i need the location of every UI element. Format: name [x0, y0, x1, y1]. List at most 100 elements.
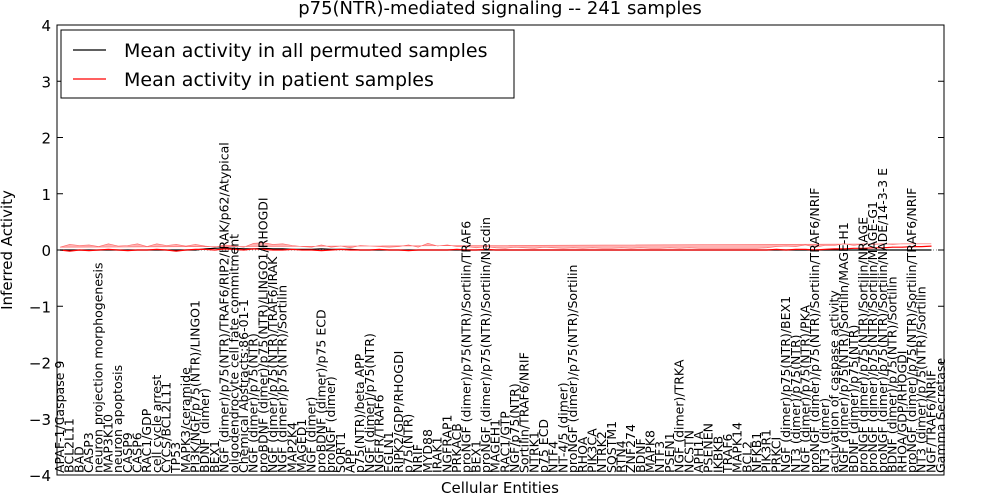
- category-label: IKBKB: [710, 436, 725, 473]
- patient-point: [824, 249, 826, 250]
- category-label: NTF3: [652, 441, 667, 473]
- patient-point: [708, 249, 710, 251]
- y-tick-label: −3: [29, 411, 51, 429]
- category-label: NTF4: [546, 441, 561, 473]
- permuted-point: [863, 249, 864, 251]
- permuted-point: [843, 249, 845, 251]
- category-label: p75(NTR)/beta APP: [352, 353, 367, 473]
- patient-point: [204, 249, 206, 250]
- permuted-point: [69, 249, 71, 251]
- patient-point: [688, 249, 690, 251]
- category-label: NGF/TRAF6/NRIF: [923, 370, 938, 473]
- legend: Mean activity in all permuted samples Me…: [60, 29, 515, 99]
- patient-point: [146, 249, 148, 251]
- category-label: RAC1/GTP: [497, 411, 512, 473]
- category-label: MAPK3/ceramide: [178, 367, 193, 473]
- category-label: NGF (dimer)/p75(NTR): [246, 333, 261, 473]
- patient-point: [127, 250, 129, 251]
- category-label: PIK3CA: [584, 428, 599, 473]
- patient-point: [437, 249, 438, 251]
- patient-point: [175, 250, 177, 252]
- patient-point: [320, 250, 322, 251]
- patient-point: [737, 249, 739, 251]
- category-label: BDNF (dimer)/p75(NTR): [846, 325, 861, 473]
- category-label: NGFRAP1: [439, 415, 454, 473]
- legend-label-permuted: Mean activity in all permuted samples: [124, 40, 487, 62]
- patient-point: [195, 249, 196, 250]
- patient-point: [369, 249, 371, 251]
- category-label: NFKB1: [749, 432, 764, 473]
- patient-point: [572, 249, 574, 251]
- category-label: CYCS/BCL2L11: [158, 382, 173, 473]
- patient-point: [214, 249, 216, 251]
- patient-point: [272, 249, 274, 251]
- patient-point: [640, 249, 642, 251]
- category-label: proNGF (dimer)/p75(NTR)/Sortilin/Necdin: [478, 217, 493, 473]
- y-tick-label: 0: [41, 242, 51, 260]
- category-label: proBDNF (dimer)/p75(NTR)/LINGO1/RHOGDI: [255, 197, 270, 473]
- patient-point: [901, 246, 903, 248]
- patient-point: [592, 249, 593, 251]
- patient-point: [698, 249, 700, 251]
- patient-point: [795, 249, 797, 250]
- patient-point: [553, 249, 555, 251]
- patient-point: [282, 249, 284, 251]
- patient-point: [776, 249, 777, 250]
- category-label: MAP3K10: [100, 414, 115, 473]
- category-label: BEX1: [207, 440, 222, 473]
- category-label: NGF (dimer)/p75(NTR)/Sortilin/MAGE-H1: [836, 222, 851, 473]
- patient-point: [359, 249, 361, 251]
- category-label: proNGF (dimer)/p75(NTR)/Sortilin/NRAGE: [856, 217, 871, 473]
- permuted-point: [175, 249, 177, 251]
- permuted-point: [930, 249, 932, 251]
- category-label: CASP3: [81, 432, 96, 473]
- patient-point: [717, 249, 719, 251]
- patient-point: [863, 247, 864, 249]
- patient-point: [456, 249, 458, 250]
- category-label: activation of caspase activity: [827, 290, 842, 473]
- patient-point: [930, 245, 932, 247]
- category-label: RTN4: [614, 440, 629, 473]
- permuted-point: [282, 248, 284, 250]
- category-label: PIK3R1: [759, 429, 774, 473]
- category-label: NGF (dimer)/p75(NTR)/PKA: [797, 304, 812, 473]
- patient-point: [388, 249, 390, 251]
- category-label: BDNF (dimer): [197, 388, 212, 473]
- category-label: RAC1/GDP: [139, 408, 154, 473]
- category-label: NGFR/TRAF6: [371, 394, 386, 473]
- category-label: PSENEN: [701, 423, 716, 473]
- y-tick-label: 3: [41, 73, 51, 91]
- category-label: PRKACB: [449, 423, 464, 473]
- category-label: TP53: [168, 442, 183, 474]
- patient-point: [98, 249, 100, 251]
- patient-point: [853, 247, 855, 249]
- category-label: proNGF (dimer)/p75(NTR)/Sortilin/NADE/14…: [875, 168, 890, 473]
- category-label: proNGF (dimer)/p75(NTR)/Sortilin/TRAF6/N…: [904, 188, 919, 473]
- category-label: NGF (dimer)/p75(NTR)/TRAF6/RIP2/IRAK/p62…: [217, 142, 232, 473]
- category-label: PSEN1: [662, 432, 677, 473]
- permuted-point: [901, 249, 903, 251]
- category-label: NCSTN: [681, 430, 696, 473]
- permuted-point: [320, 248, 322, 250]
- permuted-point: [224, 247, 225, 249]
- patient-point: [533, 249, 535, 251]
- patient-point: [543, 249, 545, 251]
- patient-point: [785, 249, 787, 251]
- permuted-point: [882, 249, 884, 251]
- patient-point: [524, 249, 526, 251]
- category-label: CASP6: [129, 432, 144, 473]
- y-axis-label: Inferred Activity: [0, 190, 16, 310]
- category-label: ZNF274: [623, 424, 638, 473]
- patient-point: [872, 247, 874, 249]
- category-label: neuron projection morphogenesis: [91, 262, 106, 473]
- category-label: NGF/p75(NTR): [507, 383, 522, 473]
- patient-point: [669, 249, 671, 251]
- y-tick-label: −2: [29, 355, 51, 373]
- y-tick-label: 2: [41, 130, 51, 148]
- category-label: NT-4/5 (dimer): [555, 382, 570, 473]
- patient-point: [582, 249, 584, 251]
- patient-point: [398, 249, 400, 251]
- category-label: BDNF (dimer)/p75(NTR)/Sortilin: [885, 276, 900, 473]
